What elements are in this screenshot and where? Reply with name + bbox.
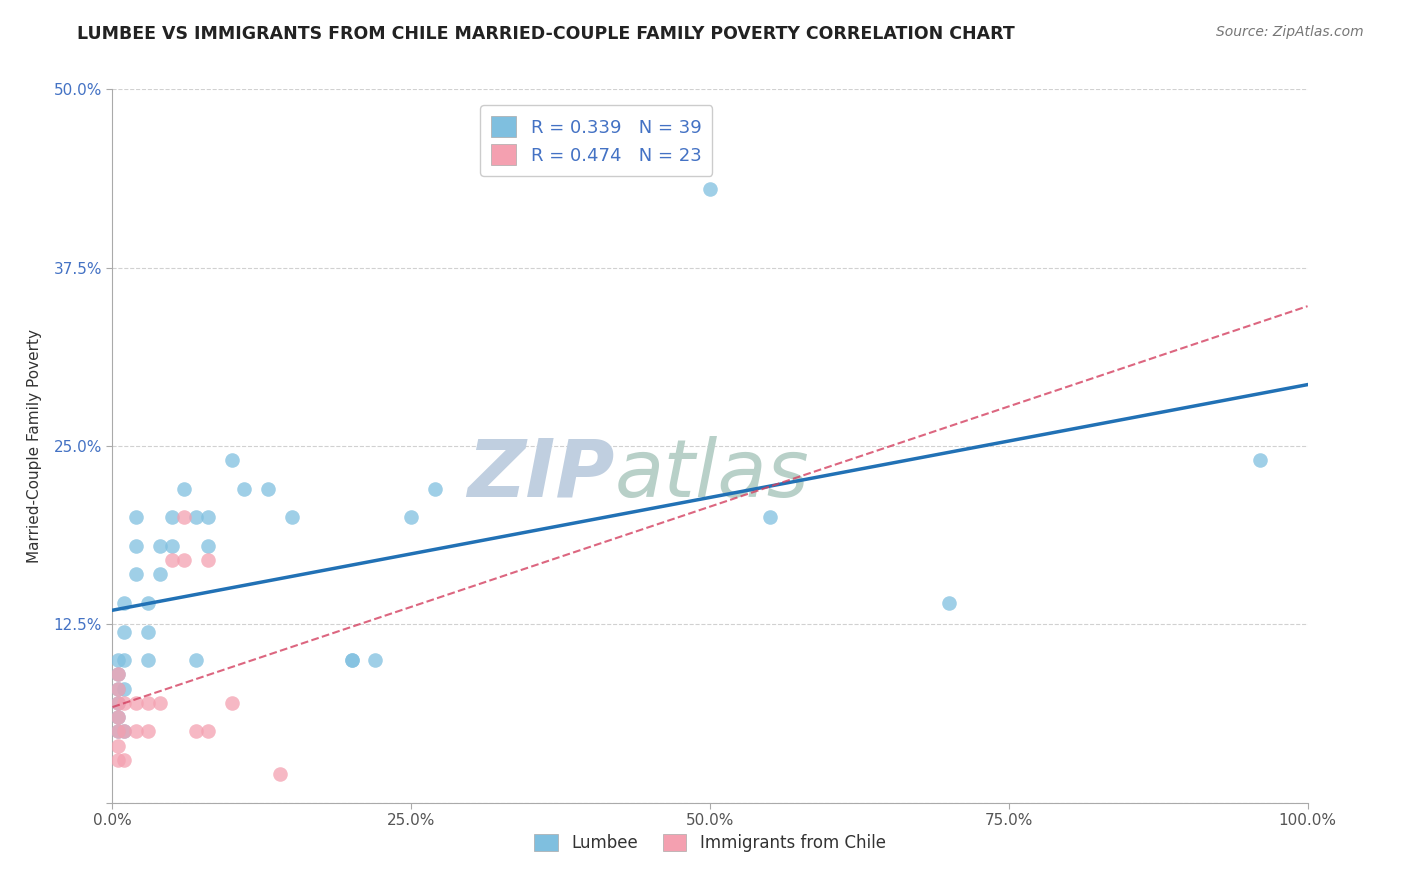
Point: [281, 510, 304, 524]
Point: [107, 696, 129, 710]
Point: [107, 681, 129, 696]
Point: [107, 710, 129, 724]
Point: [186, 653, 208, 667]
Point: [186, 510, 208, 524]
Text: ZIP: ZIP: [467, 435, 614, 514]
Point: [114, 724, 135, 739]
Point: [138, 596, 160, 610]
Point: [197, 539, 219, 553]
Text: LUMBEE VS IMMIGRANTS FROM CHILE MARRIED-COUPLE FAMILY POVERTY CORRELATION CHART: LUMBEE VS IMMIGRANTS FROM CHILE MARRIED-…: [77, 25, 1015, 43]
Point: [173, 510, 195, 524]
Legend: Lumbee, Immigrants from Chile: Lumbee, Immigrants from Chile: [527, 827, 893, 859]
Point: [149, 567, 172, 582]
Point: [197, 724, 219, 739]
Point: [114, 724, 135, 739]
Point: [125, 510, 148, 524]
Point: [186, 724, 208, 739]
Point: [233, 482, 256, 496]
Point: [138, 653, 160, 667]
Point: [340, 653, 363, 667]
Point: [107, 653, 129, 667]
Point: [138, 696, 160, 710]
Point: [107, 710, 129, 724]
Point: [162, 553, 183, 567]
Point: [425, 482, 447, 496]
Point: [364, 653, 387, 667]
Point: [107, 724, 129, 739]
Point: [340, 653, 363, 667]
Point: [938, 596, 960, 610]
Point: [138, 724, 160, 739]
Point: [107, 753, 129, 767]
Point: [114, 624, 135, 639]
Point: [221, 696, 243, 710]
Point: [138, 624, 160, 639]
Point: [125, 696, 148, 710]
Text: Source: ZipAtlas.com: Source: ZipAtlas.com: [1216, 25, 1364, 39]
Point: [107, 724, 129, 739]
Point: [114, 596, 135, 610]
Point: [197, 553, 219, 567]
Point: [699, 182, 721, 196]
Point: [125, 567, 148, 582]
Point: [107, 739, 129, 753]
Point: [125, 539, 148, 553]
Point: [125, 724, 148, 739]
Point: [173, 482, 195, 496]
Y-axis label: Married-Couple Family Poverty: Married-Couple Family Poverty: [28, 329, 42, 563]
Point: [107, 667, 129, 681]
Point: [162, 510, 183, 524]
Text: atlas: atlas: [614, 435, 810, 514]
Point: [114, 696, 135, 710]
Point: [114, 681, 135, 696]
Point: [149, 696, 172, 710]
Point: [197, 510, 219, 524]
Point: [107, 696, 129, 710]
Point: [401, 510, 423, 524]
Point: [269, 767, 291, 781]
Point: [149, 539, 172, 553]
Point: [114, 753, 135, 767]
Point: [759, 510, 782, 524]
Point: [162, 539, 183, 553]
Point: [114, 653, 135, 667]
Point: [221, 453, 243, 467]
Point: [1249, 453, 1271, 467]
Point: [107, 667, 129, 681]
Point: [107, 681, 129, 696]
Point: [257, 482, 280, 496]
Point: [173, 553, 195, 567]
